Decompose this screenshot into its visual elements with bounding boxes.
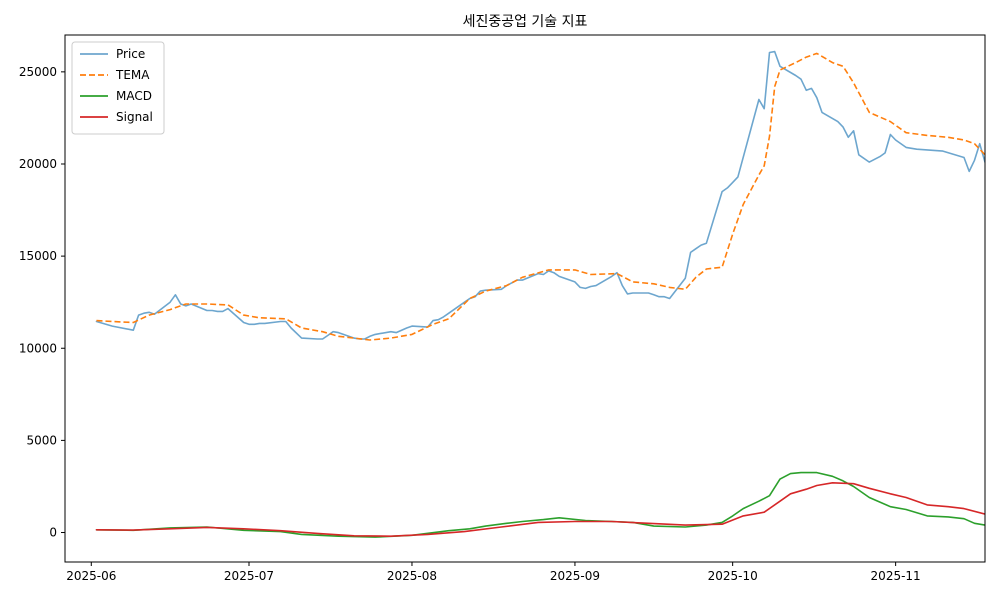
legend-label-signal: Signal xyxy=(116,110,153,124)
x-tick-label: 2025-10 xyxy=(708,569,758,583)
y-axis: 0 5000 10000 15000 20000 25000 xyxy=(19,65,65,540)
chart-title: 세진중공업 기술 지표 xyxy=(463,14,588,30)
legend-label-price: Price xyxy=(116,47,145,61)
x-tick-label: 2025-08 xyxy=(387,569,437,583)
y-tick-label: 25000 xyxy=(19,65,57,79)
y-tick-label: 0 xyxy=(49,526,57,540)
legend-box xyxy=(71,41,165,135)
x-tick-label: 2025-09 xyxy=(550,569,600,583)
plot-area xyxy=(64,34,986,563)
series-line-tema xyxy=(96,52,985,341)
x-tick-label: 2025-06 xyxy=(66,569,116,583)
legend-label-macd: MACD xyxy=(116,89,152,103)
plot-frame xyxy=(64,34,986,563)
x-tick-label: 2025-07 xyxy=(224,569,274,583)
x-tick-label: 2025-11 xyxy=(871,569,921,583)
legend-label-tema: TEMA xyxy=(115,68,150,82)
series-line-price xyxy=(95,50,985,340)
x-axis: 2025-06 2025-07 2025-08 2025-09 2025-10 2025-… xyxy=(66,562,921,583)
y-tick-label: 10000 xyxy=(19,341,57,355)
y-tick-label: 20000 xyxy=(19,157,57,171)
legend: Price TEMA MACD Signal xyxy=(71,41,165,135)
y-tick-label: 15000 xyxy=(19,249,57,263)
y-tick-label: 5000 xyxy=(26,433,57,447)
series-line-signal xyxy=(95,481,985,538)
